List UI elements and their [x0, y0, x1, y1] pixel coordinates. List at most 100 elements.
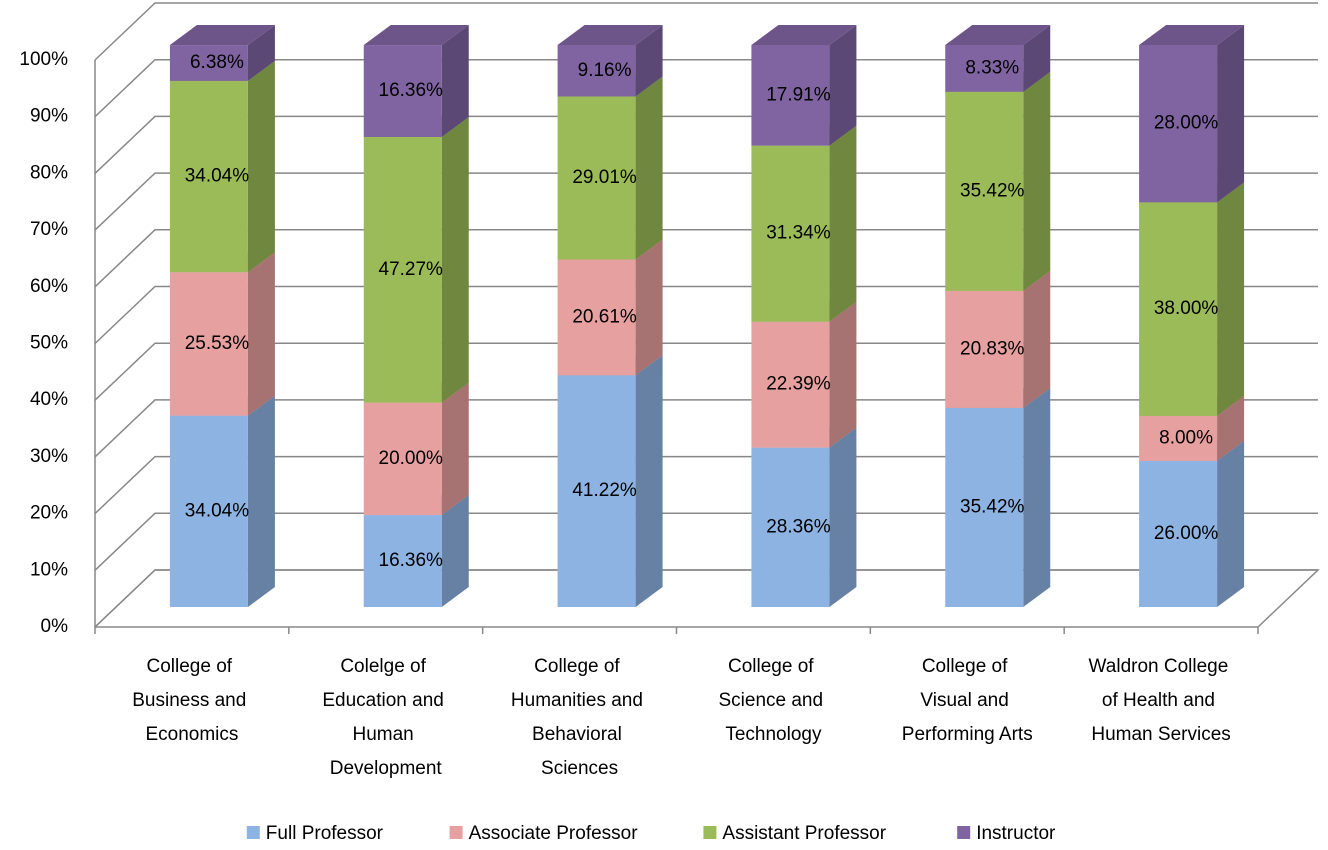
grid-line: [94, 229, 1318, 288]
legend-label: Full Professor: [266, 823, 384, 844]
legend-swatch: [703, 826, 717, 839]
grid-line: [94, 342, 1318, 401]
data-label: 8.33%: [965, 57, 1019, 78]
bar: [363, 515, 442, 607]
grid-line: [94, 399, 1318, 458]
data-label: 20.61%: [572, 306, 637, 327]
bar-side: [247, 252, 275, 416]
bar-side: [829, 25, 857, 146]
data-label: 34.04%: [185, 166, 250, 187]
bar-side: [829, 301, 857, 448]
grid-line: [94, 455, 1318, 515]
bar-top: [557, 25, 663, 45]
data-label: 16.36%: [379, 550, 444, 571]
bar-top: [1139, 25, 1245, 45]
bar: [1139, 460, 1218, 607]
grid-line: [94, 569, 1318, 628]
bar: [945, 45, 1024, 92]
bar: [945, 407, 1024, 607]
data-label: 8.00%: [1159, 427, 1213, 448]
bar-top: [945, 25, 1051, 45]
data-label: 34.04%: [185, 500, 250, 521]
bar: [1139, 415, 1218, 461]
data-label: 28.36%: [766, 516, 831, 537]
y-tick-label: 60%: [30, 276, 68, 297]
grid-line: [94, 512, 1318, 571]
y-tick-label: 20%: [30, 503, 68, 524]
bar-side: [441, 495, 469, 607]
bar-side: [247, 60, 275, 273]
data-label: 16.36%: [379, 80, 444, 101]
x-tick-label: College of Humanities and Behavioral Sci…: [511, 656, 648, 779]
bar: [363, 45, 442, 137]
data-label: 29.01%: [572, 167, 637, 188]
bar-top: [751, 25, 857, 45]
bar-side: [635, 239, 663, 376]
data-label: 6.38%: [190, 52, 244, 73]
legend-swatch: [957, 826, 971, 839]
bar: [751, 447, 830, 607]
bar-side: [247, 395, 275, 607]
data-label: 20.83%: [960, 338, 1025, 359]
bar: [169, 45, 248, 81]
data-label: 41.22%: [572, 480, 637, 501]
bar: [557, 375, 636, 607]
y-tick-label: 40%: [30, 389, 68, 410]
y-tick-label: 0%: [41, 616, 69, 637]
bar-side: [1023, 25, 1051, 92]
x-tick-label: Waldron College of Health and Human Serv…: [1089, 656, 1234, 745]
x-tick-label: College of Visual and Performing Arts: [902, 656, 1033, 745]
bar: [557, 259, 636, 376]
bar-side: [1023, 71, 1051, 291]
legend-swatch: [246, 826, 260, 839]
legend-swatch: [449, 826, 463, 839]
grid-line: [94, 115, 1318, 174]
bar-side: [441, 382, 469, 516]
y-tick-label: 50%: [30, 333, 68, 354]
y-tick-label: 10%: [30, 559, 68, 580]
bar-side: [441, 116, 469, 403]
bar: [751, 321, 830, 448]
y-tick-label: 90%: [30, 106, 68, 127]
data-label: 35.42%: [960, 180, 1025, 201]
bar-side: [441, 25, 469, 137]
bar: [169, 415, 248, 607]
bar-top: [169, 25, 275, 46]
x-tick-label: Colelge of Education and Human Developme…: [322, 656, 449, 779]
data-label: 17.91%: [766, 84, 831, 105]
grid-line: [94, 285, 1318, 345]
bar-side: [1217, 395, 1245, 461]
grid-line: [94, 172, 1318, 231]
y-tick-label: 80%: [30, 162, 68, 183]
bar: [363, 402, 442, 516]
data-label: 20.00%: [379, 448, 444, 469]
bar: [1139, 202, 1218, 416]
grid-line: [94, 2, 1318, 61]
legend-label: Associate Professor: [469, 823, 639, 844]
bar: [945, 290, 1024, 408]
bar-side: [1217, 440, 1245, 607]
bar: [1139, 45, 1218, 203]
bar-side: [635, 76, 663, 260]
bar: [169, 80, 248, 273]
floor: [94, 569, 1320, 628]
data-label: 28.00%: [1154, 113, 1219, 134]
bar-side: [1217, 25, 1245, 203]
data-label: 35.42%: [960, 496, 1025, 517]
data-label: 25.53%: [185, 333, 250, 354]
bar: [945, 91, 1024, 291]
data-label: 47.27%: [379, 259, 444, 280]
bar: [557, 45, 636, 97]
bar-side: [635, 355, 663, 607]
y-tick-label: 100%: [19, 49, 68, 70]
grid-line: [94, 58, 1318, 118]
bar-side: [1217, 182, 1245, 416]
x-tick-label: College of Business and Economics: [132, 656, 251, 745]
y-tick-label: 70%: [30, 219, 68, 240]
y-tick-label: 30%: [30, 446, 68, 467]
data-label: 31.34%: [766, 223, 831, 244]
bar-side: [635, 25, 663, 97]
bar: [751, 45, 830, 146]
bar-top: [363, 25, 469, 46]
